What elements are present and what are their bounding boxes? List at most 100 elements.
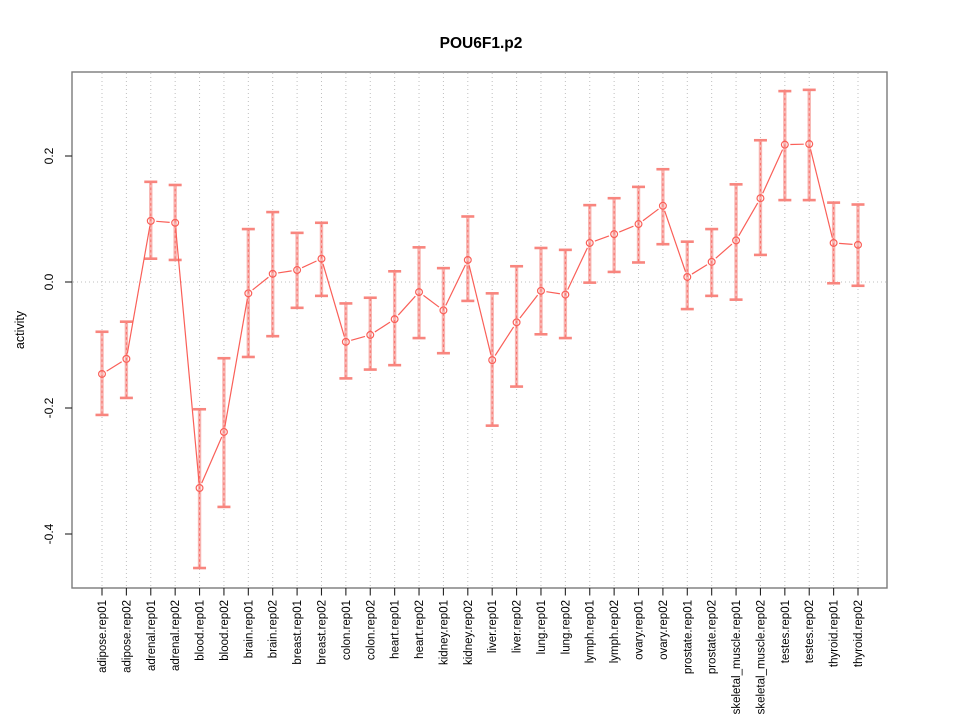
series-segment <box>126 226 151 354</box>
data-point-marker <box>658 201 667 210</box>
data-point-marker <box>439 306 448 315</box>
series-segment <box>519 294 539 319</box>
series-segment <box>397 295 416 316</box>
data-point-marker <box>195 484 204 493</box>
series-segment <box>809 149 833 238</box>
x-tick-label: ovary.rep01 <box>634 600 646 660</box>
y-tick-label: 0.2 <box>42 147 56 164</box>
x-tick-label: heart.rep02 <box>414 600 426 659</box>
series-segment <box>278 270 292 274</box>
x-tick-label: colon.rep01 <box>341 600 353 660</box>
x-tick-label: lung.rep01 <box>536 600 548 654</box>
data-point-marker <box>561 290 570 299</box>
data-point-marker <box>780 140 789 149</box>
x-tick-label: adipose.rep01 <box>97 600 109 673</box>
x-tick-label: skeletal_muscle.rep02 <box>755 600 767 714</box>
series-segment <box>445 264 466 306</box>
data-point-marker <box>805 140 814 149</box>
x-tick-label: blood.rep01 <box>195 600 207 661</box>
plot-area: 0.2 0.0 -0.2 -0.4 adipose.rep01 adipose.rep02… <box>42 71 888 714</box>
data-point-marker <box>829 238 838 247</box>
series-segment <box>322 263 345 337</box>
series-segment <box>201 436 223 484</box>
series-segment <box>839 242 853 246</box>
series-segment <box>423 294 440 308</box>
data-point-marker <box>610 230 619 239</box>
x-tick-label: prostate.rep02 <box>707 600 719 674</box>
x-tick-label: breast.rep02 <box>316 600 328 665</box>
y-tick-label: -0.4 <box>42 523 56 544</box>
data-point-marker <box>122 354 131 363</box>
series-segment <box>156 220 170 223</box>
x-tick-label: thyroid.rep02 <box>853 600 865 667</box>
y-tick-label: -0.2 <box>42 397 56 418</box>
series-segment <box>468 265 492 355</box>
series-segment <box>301 260 317 269</box>
data-point-marker <box>756 194 765 203</box>
data-point-marker <box>317 254 326 263</box>
x-tick-label: testes.rep02 <box>804 600 816 663</box>
series-segment <box>664 210 687 272</box>
data-point-marker <box>512 318 521 327</box>
series-segment <box>618 225 634 233</box>
data-point-marker <box>732 236 741 245</box>
series-segment <box>175 228 200 483</box>
data-point-marker <box>293 266 302 275</box>
x-tick-label: testes.rep01 <box>780 600 792 663</box>
x-tick-label: liver.rep02 <box>512 600 524 653</box>
x-tick-label: liver.rep01 <box>487 600 499 653</box>
x-tick-label: kidney.rep01 <box>438 600 450 665</box>
data-point-marker <box>341 337 350 346</box>
series-segment <box>252 276 269 291</box>
data-point-marker <box>585 238 594 247</box>
x-tick-label: adrenal.rep02 <box>170 600 182 671</box>
data-point-marker <box>171 218 180 227</box>
series-segment <box>594 235 610 242</box>
x-tick-label: breast.rep01 <box>292 600 304 665</box>
chart-title: POU6F1.p2 <box>440 35 523 52</box>
data-point-marker <box>536 286 545 295</box>
series-segment <box>567 247 588 290</box>
data-point-marker <box>707 257 716 266</box>
data-point-marker <box>219 427 228 436</box>
x-tick-label: ovary.rep02 <box>658 600 670 660</box>
data-point-marker <box>415 288 424 297</box>
data-point-marker <box>244 289 253 298</box>
data-point-marker <box>488 356 497 365</box>
x-tick-label: colon.rep02 <box>365 600 377 660</box>
series-segment <box>494 326 515 356</box>
y-tick-label: 0.0 <box>42 273 56 290</box>
x-tick-label: thyroid.rep01 <box>829 600 841 667</box>
series-segment <box>224 298 248 427</box>
x-tick-label: brain.rep01 <box>243 600 255 658</box>
data-point-marker <box>634 220 643 229</box>
series-segment <box>691 264 708 275</box>
x-tick-label: lung.rep02 <box>560 600 572 654</box>
x-tick-label: lymph.rep02 <box>609 600 621 663</box>
data-point-marker <box>463 255 472 264</box>
x-tick-label: brain.rep02 <box>268 600 280 658</box>
series-segment <box>546 291 561 295</box>
x-tick-label: prostate.rep01 <box>682 600 694 674</box>
series-segment <box>642 208 659 222</box>
y-axis-label: activity <box>13 310 27 349</box>
data-point-marker <box>683 272 692 281</box>
data-point-marker <box>390 315 399 324</box>
series-segment <box>374 321 391 333</box>
series-segment <box>715 243 733 259</box>
x-tick-label: lymph.rep01 <box>585 600 597 663</box>
x-tick-label: skeletal_muscle.rep01 <box>731 600 743 714</box>
data-point-marker <box>853 240 862 249</box>
data-point-marker <box>366 330 375 339</box>
data-point-marker <box>97 369 106 378</box>
series-segment <box>350 335 366 341</box>
data-point-marker <box>268 269 277 278</box>
x-tick-label: adrenal.rep01 <box>146 600 158 671</box>
series-segment <box>738 202 759 236</box>
x-tick-label: blood.rep02 <box>219 600 231 661</box>
x-tick-label: heart.rep01 <box>390 600 402 659</box>
data-point-marker <box>146 216 155 225</box>
x-tick-label: adipose.rep02 <box>121 600 133 673</box>
